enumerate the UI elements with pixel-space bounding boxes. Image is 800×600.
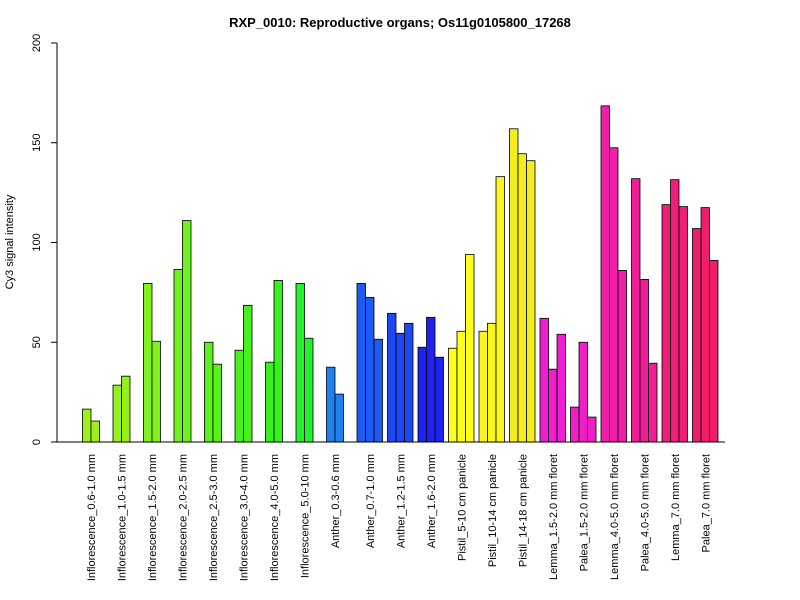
bar: [173, 269, 183, 443]
y-tick-label: 50: [31, 336, 43, 348]
bar: [304, 337, 314, 443]
x-tick-label: Anther_0.7-1.0 mm: [365, 454, 377, 548]
y-tick-label: 150: [31, 134, 43, 152]
y-axis: 0 50 100 150 200: [31, 34, 58, 445]
bar: [639, 279, 649, 443]
bar: [212, 363, 222, 443]
y-axis-label: Cy3 signal intensity: [4, 194, 16, 289]
bar: [678, 206, 688, 443]
bar: [509, 128, 519, 443]
x-tick-label: Anther_1.6-2.0 mm: [426, 454, 438, 548]
bar: [548, 368, 558, 443]
bar: [326, 366, 336, 443]
bar: [570, 406, 580, 443]
x-tick-labels: Inflorescence_0.6-1.0 mm Inflorescence_1.…: [86, 454, 712, 581]
x-tick-label: Inflorescence_4.0-5.0 mm: [269, 454, 281, 581]
bar: [517, 153, 527, 443]
x-tick-label: Lemma_1.5-2.0 mm floret: [548, 454, 560, 580]
x-tick-label: Inflorescence_1.5-2.0 mm: [147, 454, 159, 581]
bar: [234, 349, 244, 443]
bar: [578, 341, 588, 443]
x-tick-label: Palea_7.0 mm floret: [700, 454, 712, 552]
x-tick-label: Pistil_14-18 cm panicle: [517, 454, 529, 567]
x-tick-label: Pistil_5-10 cm panicle: [456, 454, 468, 561]
y-tick-label: 100: [31, 233, 43, 251]
bar: [526, 160, 536, 443]
bar: [539, 317, 549, 443]
bar: [204, 341, 214, 443]
x-tick-label: Inflorescence_5.0-10 mm: [300, 454, 312, 578]
bar: [426, 316, 436, 443]
bar: [182, 220, 192, 443]
bar: [448, 347, 458, 443]
bar: [404, 322, 414, 443]
bar: [273, 280, 283, 443]
bar: [670, 179, 680, 443]
x-tick-label: Pistil_10-14 cm panicle: [487, 454, 499, 567]
x-tick-label: Inflorescence_0.6-1.0 mm: [86, 454, 98, 581]
bar: [465, 254, 475, 443]
x-tick-label: Anther_0.3-0.6 mm: [330, 454, 342, 548]
x-tick-label: Inflorescence_2.5-3.0 mm: [208, 454, 220, 581]
bar: [609, 147, 619, 443]
x-tick-label: Inflorescence_3.0-4.0 mm: [239, 454, 251, 581]
bar: [365, 296, 375, 443]
bar: [434, 356, 444, 443]
x-tick-label: Anther_1.2-1.5 mm: [395, 454, 407, 548]
bar: [387, 312, 397, 443]
bar: [373, 338, 383, 443]
bar: [243, 304, 253, 443]
bar: [143, 282, 153, 443]
x-tick-label: Inflorescence_1.0-1.5 mm: [117, 454, 129, 581]
bar: [82, 408, 92, 443]
bar: [556, 333, 566, 443]
bar: [631, 178, 641, 443]
bar: [90, 420, 100, 443]
x-tick-label: Palea_4.0-5.0 mm floret: [639, 454, 651, 571]
bar: [334, 393, 344, 443]
bar: [151, 340, 161, 443]
bar: [661, 204, 671, 443]
bar: [356, 282, 366, 443]
bar: [600, 105, 610, 443]
x-tick-label: Inflorescence_2.0-2.5 mm: [178, 454, 190, 581]
bar: [617, 270, 627, 443]
bar: [295, 282, 305, 443]
bar: [587, 416, 597, 443]
x-tick-label: Palea_1.5-2.0 mm floret: [578, 454, 590, 571]
bar: [692, 228, 702, 443]
bar: [495, 176, 505, 443]
bar: [112, 384, 122, 443]
bar: [487, 322, 497, 443]
bar: [417, 346, 427, 443]
bar: [121, 375, 131, 443]
bar: [709, 260, 719, 443]
bar: [456, 330, 466, 443]
bar: [478, 330, 488, 443]
bar: [700, 207, 710, 443]
bars: [82, 105, 719, 443]
chart-title: RXP_0010: Reproductive organs; Os11g0105…: [229, 15, 571, 30]
x-tick-label: Lemma_7.0 mm floret: [670, 454, 682, 561]
bar: [265, 361, 275, 443]
bar: [648, 362, 658, 443]
y-tick-label: 0: [31, 439, 43, 445]
bar: [395, 332, 405, 443]
y-tick-label: 200: [31, 34, 43, 52]
x-tick-label: Lemma_4.0-5.0 mm floret: [609, 454, 621, 580]
